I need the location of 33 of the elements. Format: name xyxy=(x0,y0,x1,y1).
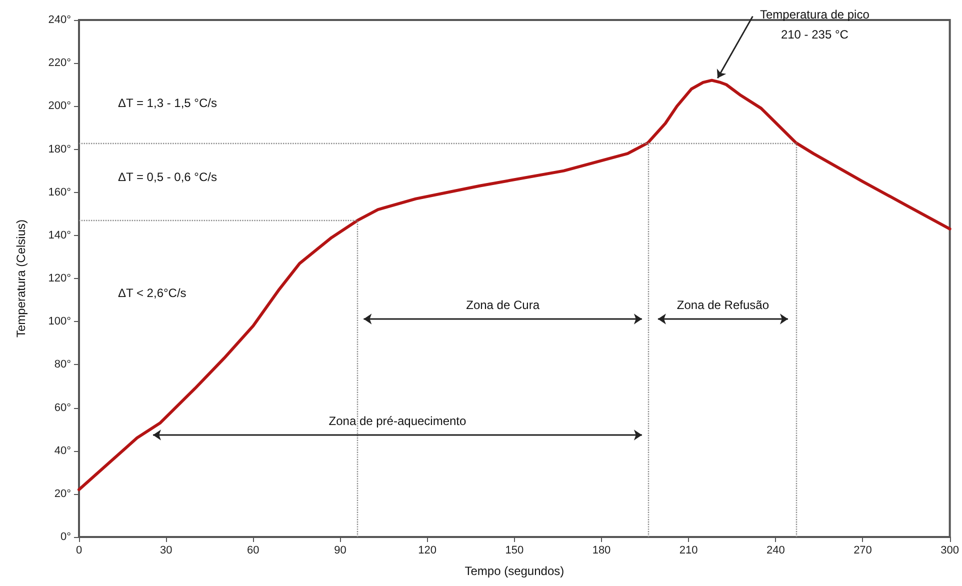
y-tick-label: 100° xyxy=(48,316,71,328)
annotation: Zona de Refusão xyxy=(676,298,770,312)
annotation: Temperatura de pico 210 - 235 °C xyxy=(760,7,870,42)
x-tick-label: 120 xyxy=(418,544,437,556)
annotation: Zona de pré-aquecimento xyxy=(328,414,467,428)
x-tick-label: 300 xyxy=(940,544,960,556)
annotation: Zona de Cura xyxy=(466,298,540,312)
y-tick-label: 20° xyxy=(54,488,71,500)
x-tick-label: 270 xyxy=(854,544,872,556)
x-tick-label: 150 xyxy=(505,544,524,556)
x-tick-label: 0 xyxy=(76,544,82,556)
y-tick-label: 120° xyxy=(48,272,71,284)
x-tick-label: 210 xyxy=(679,544,698,556)
y-tick-label: 0° xyxy=(60,531,71,543)
annotation: ΔT = 1,3 - 1,5 °C/s xyxy=(118,96,217,110)
x-tick-label: 180 xyxy=(592,544,611,556)
y-tick-label: 200° xyxy=(48,100,71,112)
y-tick-label: 160° xyxy=(48,186,71,198)
y-tick-label: 60° xyxy=(54,402,71,414)
y-axis-title: Temperatura (Celsius) xyxy=(14,219,28,338)
y-tick-label: 140° xyxy=(48,229,71,242)
x-tick-label: 30 xyxy=(160,544,172,556)
y-tick-label: 240° xyxy=(48,14,71,26)
y-tick-label: 80° xyxy=(54,358,71,371)
x-tick-label: 240 xyxy=(766,544,785,556)
x-tick-label: 90 xyxy=(334,544,346,556)
annotation: ΔT < 2,6°C/s xyxy=(118,286,186,300)
y-tick-label: 180° xyxy=(48,143,71,156)
x-axis-title: Tempo (segundos) xyxy=(464,564,564,578)
y-tick-label: 40° xyxy=(54,444,71,457)
y-tick-label: 220° xyxy=(48,57,71,70)
x-tick-label: 60 xyxy=(247,544,260,556)
annotation: ΔT = 0,5 - 0,6 °C/s xyxy=(118,170,217,184)
